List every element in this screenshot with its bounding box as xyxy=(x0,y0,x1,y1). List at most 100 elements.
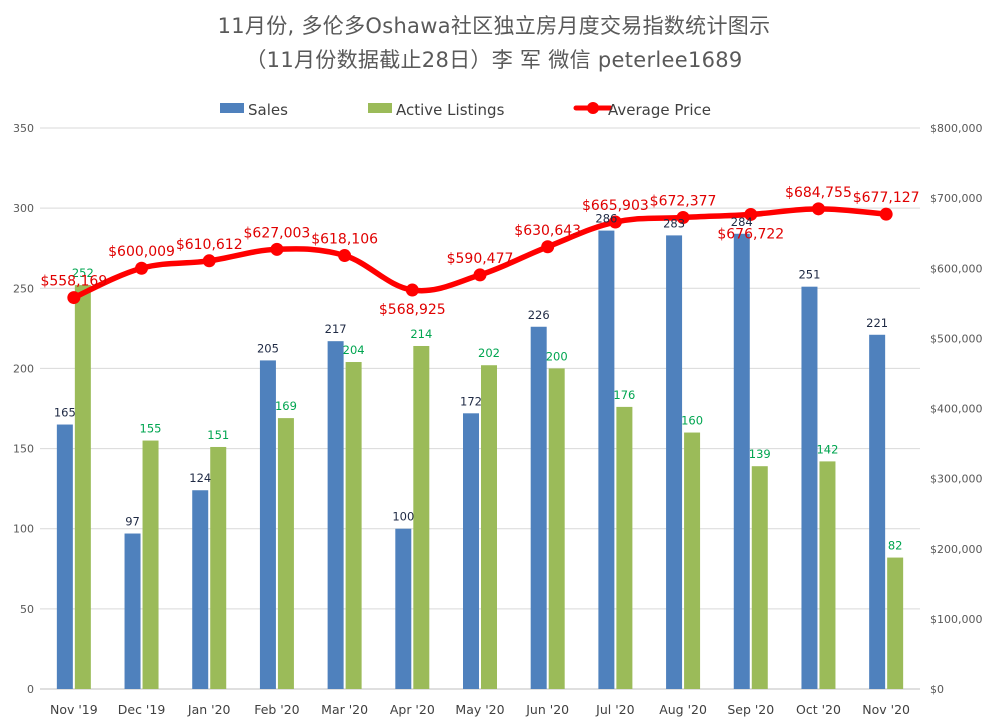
sales-value-label: 221 xyxy=(866,316,888,330)
price-value-label: $618,106 xyxy=(311,232,378,248)
legend-item: Active Listings xyxy=(368,101,505,119)
listings-value-label: 142 xyxy=(816,442,838,456)
legend-swatch xyxy=(220,103,244,113)
sales-value-label: 217 xyxy=(325,322,347,336)
listings-value-label: 160 xyxy=(681,414,703,428)
price-value-label: $627,003 xyxy=(244,225,311,241)
sales-value-label: 100 xyxy=(392,510,414,524)
y-right-tick-label: $500,000 xyxy=(930,332,983,345)
x-axis: Nov '19 Dec '19 Jan '20 Feb '20 Mar '20 Apr '… xyxy=(50,702,910,717)
y-left-tick-label: 150 xyxy=(13,443,34,456)
x-tick-label: Nov '19 xyxy=(50,702,98,717)
legend-swatch xyxy=(368,103,392,113)
x-tick-label: Mar '20 xyxy=(321,702,368,717)
sales-bar xyxy=(801,286,818,689)
listings-bar xyxy=(74,285,91,689)
legend-label: Sales xyxy=(248,101,288,119)
sales-value-label: 124 xyxy=(189,471,211,485)
x-tick-label: Sep '20 xyxy=(727,702,774,717)
price-marker xyxy=(135,261,149,275)
legend-item: Sales xyxy=(220,101,288,119)
sales-value-label: 172 xyxy=(460,394,482,408)
x-tick-label: Aug '20 xyxy=(659,702,707,717)
sales-bar xyxy=(192,490,209,689)
sales-value-label: 251 xyxy=(798,268,820,282)
price-value-label: $630,643 xyxy=(514,223,581,239)
bar-series xyxy=(56,230,904,690)
x-tick-label: Feb '20 xyxy=(254,702,299,717)
listings-value-label: 252 xyxy=(72,266,94,280)
price-marker xyxy=(405,283,419,297)
sales-value-label: 165 xyxy=(54,406,76,420)
y-right-tick-label: $700,000 xyxy=(930,192,983,205)
listings-value-label: 176 xyxy=(613,388,635,402)
listings-bar xyxy=(277,418,294,689)
y-left-tick-label: 250 xyxy=(13,282,34,295)
price-value-label: $610,612 xyxy=(176,237,243,253)
listings-bar xyxy=(481,365,497,689)
price-marker xyxy=(202,254,216,268)
price-marker xyxy=(744,207,758,221)
sales-bar xyxy=(463,413,479,689)
listings-value-label: 151 xyxy=(207,428,229,442)
listings-bar xyxy=(684,432,701,689)
sales-value-label: 283 xyxy=(663,216,685,230)
legend-label: Active Listings xyxy=(396,101,505,119)
listings-bar xyxy=(751,466,768,689)
sales-bar xyxy=(327,341,344,689)
y-left-tick-label: 0 xyxy=(27,683,34,696)
price-marker xyxy=(879,207,893,221)
price-marker xyxy=(473,268,487,282)
listings-bar xyxy=(548,368,565,689)
chart-title: 11月份, 多伦多Oshawa社区独立房月度交易指数统计图示 xyxy=(217,14,771,38)
price-marker xyxy=(608,215,622,229)
y-left-tick-label: 200 xyxy=(13,362,34,375)
price-marker xyxy=(541,240,555,254)
x-tick-label: Jul '20 xyxy=(595,702,634,717)
x-tick-label: Dec '19 xyxy=(118,702,166,717)
y-right-tick-label: $100,000 xyxy=(930,613,983,626)
listings-bar xyxy=(616,406,633,689)
listings-value-label: 202 xyxy=(478,346,500,360)
x-tick-label: Nov '20 xyxy=(862,702,910,717)
price-marker xyxy=(338,249,352,263)
listings-bar xyxy=(142,440,159,689)
listings-value-label: 169 xyxy=(275,399,297,413)
sales-bar xyxy=(869,334,886,689)
y-right-tick-label: $800,000 xyxy=(930,122,983,135)
listings-bar xyxy=(413,345,430,689)
y-left-tick-label: 100 xyxy=(13,523,34,536)
price-value-label: $590,477 xyxy=(447,251,514,267)
price-value-label: $558,169 xyxy=(40,274,107,290)
sales-value-label: 205 xyxy=(257,341,279,355)
y-right-tick-label: $200,000 xyxy=(930,543,983,556)
legend: Sales Active Listings Average Price xyxy=(220,101,711,119)
y-right-tick-label: $0 xyxy=(930,683,944,696)
price-marker xyxy=(676,210,690,224)
sales-bar xyxy=(56,424,73,689)
listings-bar xyxy=(345,362,362,689)
sales-bar xyxy=(395,528,412,689)
x-tick-label: May '20 xyxy=(455,702,504,717)
sales-value-label: 286 xyxy=(595,212,617,226)
listings-value-label: 155 xyxy=(140,422,162,436)
legend-label: Average Price xyxy=(608,101,711,119)
price-marker xyxy=(811,202,825,216)
sales-bar xyxy=(530,326,547,689)
price-marker xyxy=(67,291,81,305)
sales-bar xyxy=(598,230,615,689)
y-right-tick-label: $300,000 xyxy=(930,473,983,486)
sales-bar xyxy=(733,233,750,689)
sales-bar xyxy=(124,533,141,689)
legend-item: Average Price xyxy=(573,101,711,119)
chart-subtitle: （11月份数据截止28日）李 军 微信 peterlee1689 xyxy=(245,48,743,72)
price-value-label: $672,377 xyxy=(650,193,717,209)
listings-value-label: 204 xyxy=(343,343,365,357)
y-right-tick-label: $600,000 xyxy=(930,262,983,275)
y-right-tick-label: $400,000 xyxy=(930,403,983,416)
y-axis-left: 0 50 100 150 200 250 300 350 xyxy=(13,122,34,696)
x-tick-label: Oct '20 xyxy=(796,702,841,717)
sales-value-label: 226 xyxy=(528,308,550,322)
listings-bar xyxy=(819,461,836,689)
